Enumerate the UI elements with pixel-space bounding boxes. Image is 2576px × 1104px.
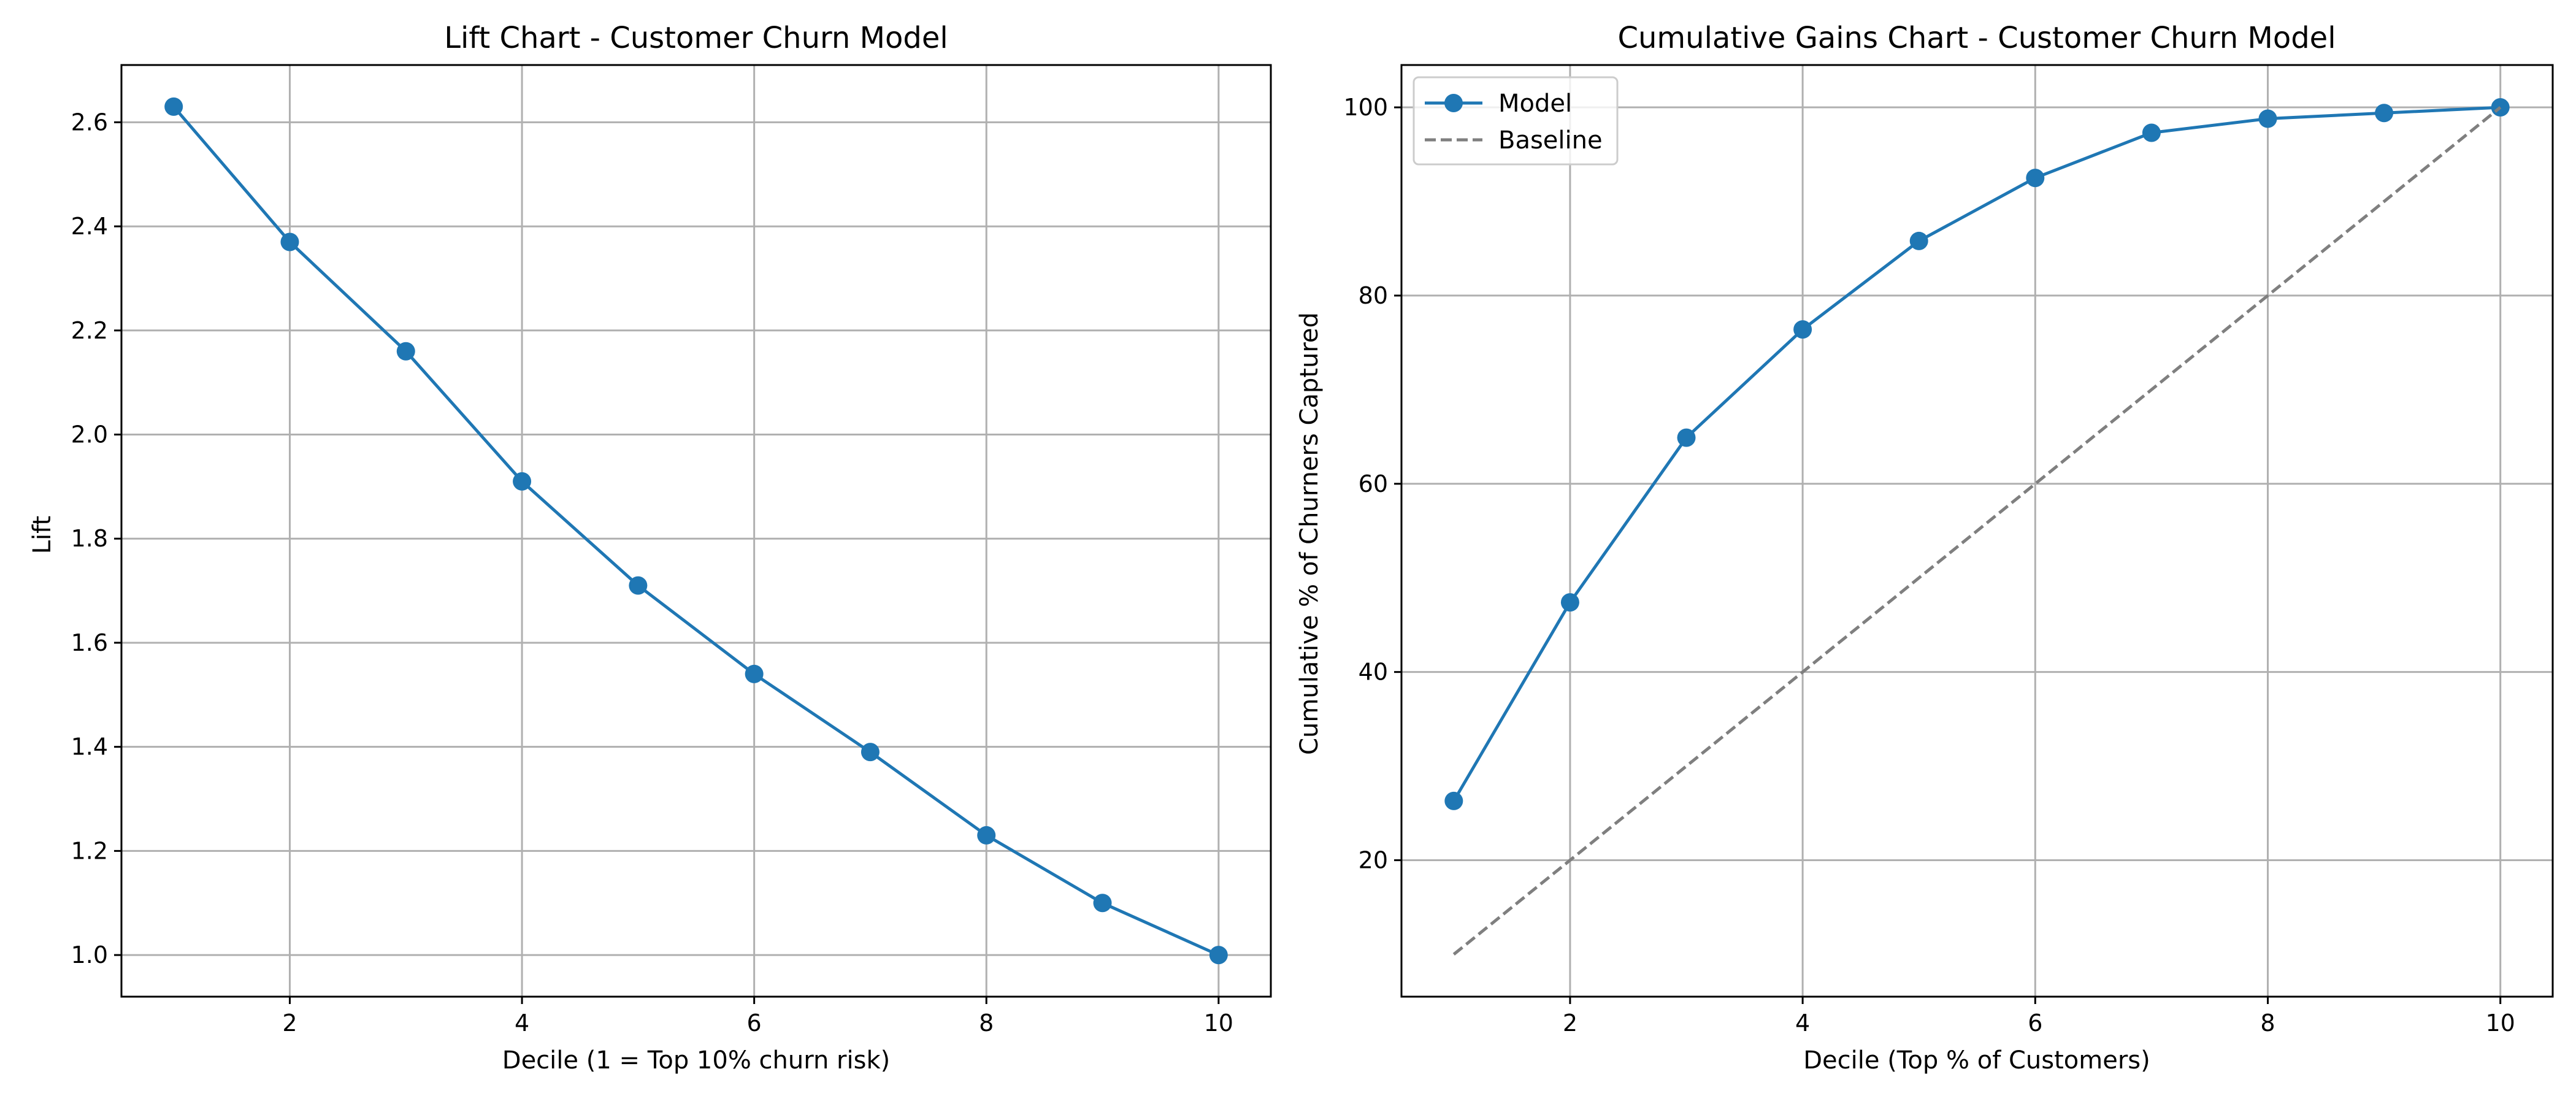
gains-chart-title: Cumulative Gains Chart - Customer Churn … xyxy=(1617,21,2336,55)
lift-chart-ticks: 2 4 6 8 10 1.0 1.2 1.4 1.6 1.8 2.0 2.2 2.4 2.6 xyxy=(71,109,1233,1037)
lift-chart-x-tick-label: 2 xyxy=(282,1010,297,1037)
gains-chart-y-tick-label: 100 xyxy=(1343,94,1388,121)
gains-chart-y-tick-label: 80 xyxy=(1359,282,1388,309)
gains-chart-x-tick-label: 10 xyxy=(2486,1010,2515,1037)
lift-chart-lift-point xyxy=(164,97,183,116)
gains-chart-model-point xyxy=(1560,593,1579,612)
lift-chart-title: Lift Chart - Customer Churn Model xyxy=(444,21,948,55)
lift-chart-lift-point xyxy=(861,743,880,762)
lift-chart-y-tick-label: 1.2 xyxy=(71,837,108,864)
lift-chart-series-lift xyxy=(164,97,1228,965)
gains-chart-x-tick-label: 2 xyxy=(1563,1010,1577,1037)
lift-chart-lift-point xyxy=(280,232,299,251)
lift-chart-lift-line xyxy=(172,105,1219,957)
lift-chart-x-tick-label: 8 xyxy=(979,1010,994,1037)
lift-chart-lift-point xyxy=(396,342,415,361)
gains-chart-panel: Cumulative Gains Chart - Customer Churn … xyxy=(1295,21,2554,1075)
lift-chart-y-tick-label: 2.4 xyxy=(71,213,108,240)
gains-chart-model-point xyxy=(1677,428,1696,447)
lift-chart-y-tick-label: 2.6 xyxy=(71,109,108,136)
lift-chart-lift-point xyxy=(1209,946,1228,965)
gains-chart-model-line xyxy=(1452,105,2501,802)
lift-chart-x-tick-label: 6 xyxy=(747,1010,762,1037)
lift-chart-lift-point xyxy=(1093,894,1112,913)
lift-chart-y-tick-label: 1.4 xyxy=(71,734,108,761)
gains-chart-x-tick-label: 8 xyxy=(2260,1010,2275,1037)
lift-chart-y-tick-label: 2.0 xyxy=(71,421,108,448)
gains-chart-model-point xyxy=(2258,109,2277,128)
gains-chart-y-tick-label: 40 xyxy=(1359,659,1388,686)
gains-chart-y-tick-label: 60 xyxy=(1359,470,1388,497)
gains-chart-x-axis-label: Decile (Top % of Customers) xyxy=(1803,1046,2150,1075)
lift-chart-x-tick-label: 4 xyxy=(515,1010,529,1037)
gains-chart-model-point xyxy=(1909,231,1928,250)
gains-chart-x-tick-label: 4 xyxy=(1795,1010,1810,1037)
lift-chart-lift-point xyxy=(629,576,648,595)
lift-chart-x-axis-label: Decile (1 = Top 10% churn risk) xyxy=(502,1046,890,1075)
lift-chart-grid xyxy=(121,65,1271,997)
gains-chart-model-point xyxy=(2375,104,2394,123)
lift-chart-plot-frame xyxy=(120,64,1272,998)
gains-chart-series-baseline xyxy=(1452,106,2502,956)
lift-chart-lift-point xyxy=(977,826,996,845)
gains-chart-grid xyxy=(1401,65,2553,997)
gains-chart-legend-box xyxy=(1413,76,1619,166)
lift-chart-y-tick-label: 1.6 xyxy=(71,629,108,656)
lift-chart-y-tick-label: 1.0 xyxy=(71,941,108,968)
legend-baseline-label: Baseline xyxy=(1498,126,1603,155)
gains-chart-model-point xyxy=(1793,320,1812,339)
gains-chart-ticks: 2 4 6 8 10 20 40 60 80 100 xyxy=(1343,94,2515,1037)
lift-chart-y-tick-label: 2.2 xyxy=(71,317,108,344)
lift-chart-y-tick-label: 1.8 xyxy=(71,525,108,552)
gains-chart-baseline-line xyxy=(1452,106,2502,956)
lift-chart-x-tick-label: 10 xyxy=(1204,1010,1233,1037)
gains-chart-y-axis-label: Cumulative % of Churners Captured xyxy=(1295,312,1324,755)
lift-chart-lift-point xyxy=(745,664,764,683)
gains-chart-model-point xyxy=(2142,123,2161,142)
lift-chart-panel: Lift Chart - Customer Churn Model Decile… xyxy=(28,21,1272,1075)
gains-chart-plot-frame xyxy=(1400,64,2554,998)
gains-chart-y-tick-label: 20 xyxy=(1359,847,1388,874)
lift-chart-lift-point xyxy=(513,472,532,491)
gains-chart-model-point xyxy=(2026,169,2045,188)
gains-chart-model-point xyxy=(1444,791,1463,810)
gains-chart-x-tick-label: 6 xyxy=(2028,1010,2042,1037)
legend-model-label: Model xyxy=(1498,90,1572,118)
gains-chart-legend: Model Baseline xyxy=(1413,76,1619,166)
lift-chart-y-axis-label: Lift xyxy=(28,516,56,554)
legend-model-marker xyxy=(1444,94,1463,112)
